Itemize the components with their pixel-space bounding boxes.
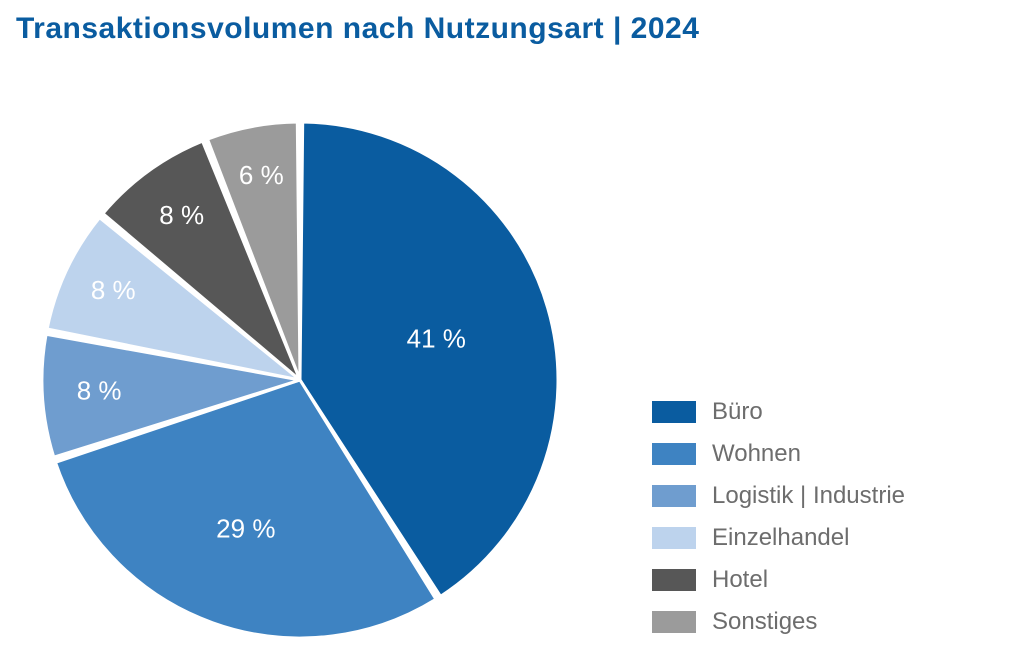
legend-swatch (652, 401, 696, 423)
pie-svg: 41 % 29 % 8 % 8 % 8 % 6 % (32, 112, 568, 648)
pie-chart: 41 % 29 % 8 % 8 % 8 % 6 % (32, 112, 568, 653)
legend-item: Hotel (652, 566, 905, 594)
legend-swatch (652, 569, 696, 591)
legend-label: Einzelhandel (712, 524, 849, 552)
slice-label: 41 % (407, 323, 466, 353)
legend: Büro Wohnen Logistik | Industrie Einzelhand… (652, 398, 905, 650)
legend-item: Einzelhandel (652, 524, 905, 552)
slice-label: 6 % (239, 160, 284, 190)
legend-label: Wohnen (712, 440, 801, 468)
legend-label: Hotel (712, 566, 768, 594)
legend-swatch (652, 527, 696, 549)
legend-swatch (652, 443, 696, 465)
legend-label: Büro (712, 398, 763, 426)
legend-swatch (652, 485, 696, 507)
legend-item: Wohnen (652, 440, 905, 468)
legend-item: Logistik | Industrie (652, 482, 905, 510)
legend-label: Logistik | Industrie (712, 482, 905, 510)
legend-label: Sonstiges (712, 608, 817, 636)
slice-label: 29 % (216, 513, 275, 543)
slice-label: 8 % (159, 200, 204, 230)
legend-item: Sonstiges (652, 608, 905, 636)
legend-item: Büro (652, 398, 905, 426)
chart-title: Transaktionsvolumen nach Nutzungsart | 2… (16, 12, 699, 46)
slice-label: 8 % (77, 376, 122, 406)
slice-label: 8 % (91, 275, 136, 305)
legend-swatch (652, 611, 696, 633)
